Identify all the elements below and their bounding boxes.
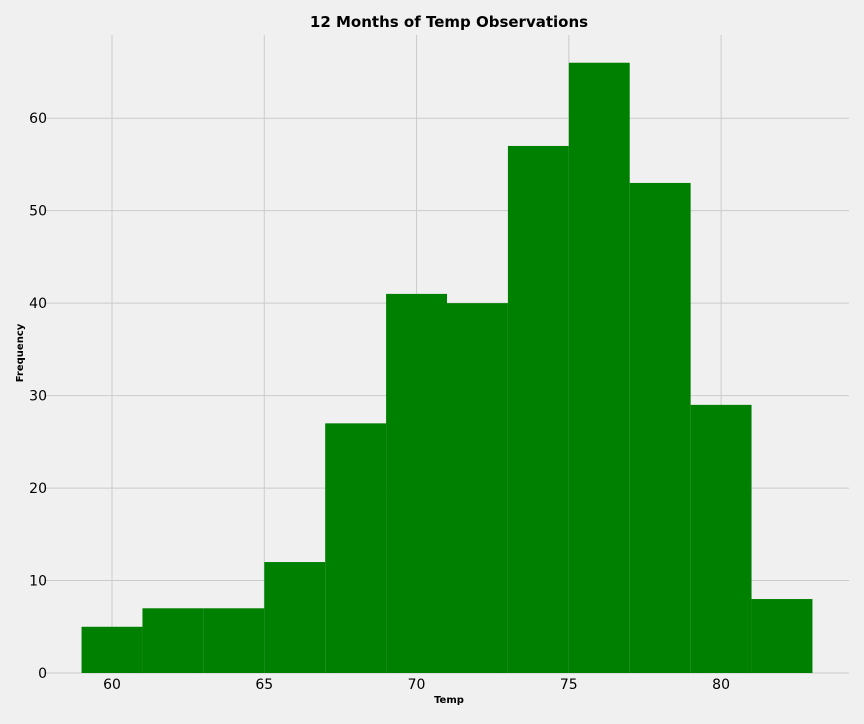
x-axis-label: Temp (434, 695, 464, 706)
y-axis-label: Frequency (15, 323, 26, 382)
y-tick-label: 0 (38, 666, 47, 682)
chart-title: 12 Months of Temp Observations (310, 13, 588, 31)
histogram-bar (203, 608, 265, 673)
histogram-bar (447, 303, 508, 673)
x-tick-label: 60 (103, 677, 121, 693)
bars-layer (81, 62, 813, 674)
y-tick-label: 20 (29, 481, 47, 497)
y-tick-label: 60 (29, 111, 47, 127)
y-tick-label: 10 (29, 574, 47, 590)
y-tick-label: 40 (29, 296, 47, 312)
histogram-bar (386, 293, 447, 673)
histogram-bar (142, 608, 204, 673)
histogram-bar (264, 562, 326, 673)
x-tick-label: 75 (560, 677, 578, 693)
histogram-bar (690, 404, 752, 673)
histogram-bar (629, 182, 691, 674)
histogram-bar (81, 626, 143, 673)
histogram-bar (325, 423, 387, 673)
y-tick-label: 30 (29, 389, 47, 405)
x-tick-label: 65 (255, 677, 273, 693)
y-tick-label: 50 (29, 204, 47, 220)
x-tick-label: 70 (408, 677, 426, 693)
x-tick-label: 80 (712, 677, 730, 693)
histogram-bar (507, 145, 569, 673)
histogram-bar (568, 62, 630, 673)
histogram-bar (751, 599, 813, 673)
tick-labels-layer: 60 65 70 75 80 0 10 20 30 40 50 60 (29, 111, 730, 693)
